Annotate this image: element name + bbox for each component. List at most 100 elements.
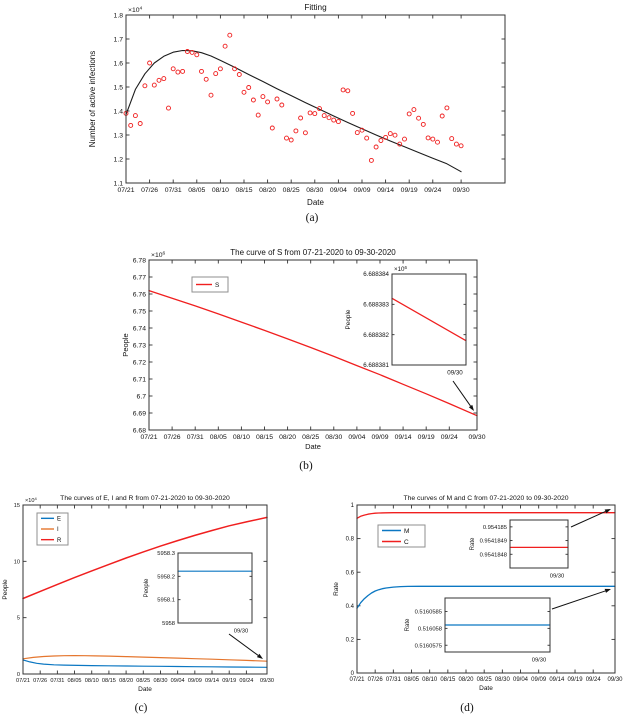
axes-frame (444, 597, 551, 653)
data-point-marker (354, 130, 360, 136)
y-axis-label: Rate (333, 582, 340, 596)
x-tick-label: 08/30 (306, 187, 323, 194)
data-point-marker (425, 135, 431, 141)
data-point-marker (373, 144, 379, 150)
data-point-marker (458, 143, 464, 149)
data-point-marker (222, 43, 228, 49)
x-tick-label: 07/26 (141, 187, 158, 194)
x-tick-label: 09/30 (468, 434, 485, 441)
y-tick-label: 6.74 (133, 325, 146, 332)
x-tick-label: 07/26 (368, 677, 384, 683)
data-point-marker (444, 105, 450, 111)
x-tick-label: 09/04 (171, 678, 185, 684)
ticks: 07/21 07/26 07/31 08/05 08/10 08/15 08/20 08/25… (114, 12, 505, 194)
data-point-marker (175, 69, 181, 75)
x-tick-label: 08/15 (256, 434, 273, 441)
x-tick-label: 07/26 (33, 678, 47, 684)
legend-box (377, 524, 426, 548)
y-tick-label: 0.516058 (418, 626, 442, 632)
inset-d-zoom-M: 0.5160575 0.516058 0.5160585 09/30 Rate (405, 597, 551, 663)
x-tick-label: 08/20 (279, 434, 296, 441)
y-tick-label: 0.5160585 (415, 610, 442, 616)
x-tick-label: 08/30 (495, 677, 511, 683)
x-tick-label: 08/25 (283, 187, 300, 194)
x-tick-label: 09/09 (531, 677, 547, 683)
x-tick-label: 09/09 (371, 434, 388, 441)
x-tick-label: 08/10 (85, 678, 99, 684)
data-line (356, 585, 616, 609)
series-C (356, 512, 616, 519)
caption-a: (a) (305, 212, 319, 224)
data-point-marker (132, 113, 138, 119)
axes-frame (22, 504, 268, 675)
data-point-marker (142, 83, 148, 89)
y-tick-label: 5958.1 (157, 598, 175, 604)
data-line (22, 516, 268, 600)
inset-x-tick-label: 09/30 (234, 628, 249, 634)
data-point-marker (194, 52, 200, 58)
caption-c: (c) (134, 702, 148, 714)
legend-label: C (404, 539, 409, 546)
y-tick-label: 6.7 (137, 393, 147, 400)
data-point-marker (368, 157, 374, 163)
subplot-c: 07/21 07/26 07/31 08/05 08/10 08/15 08/20 08/25… (2, 495, 274, 693)
data-line (22, 659, 268, 668)
series-S-zoom (391, 297, 467, 342)
y-axis-label: People (121, 333, 130, 356)
data-point-marker (232, 66, 238, 72)
data-point-marker (364, 135, 370, 141)
data-point-marker (378, 138, 384, 143)
legend: MC (377, 524, 426, 548)
data-point-marker (189, 49, 195, 55)
data-point-marker (302, 130, 308, 136)
data-point-marker (250, 97, 256, 103)
x-tick-label: 07/31 (165, 187, 182, 194)
caption-d: (d) (460, 702, 474, 714)
inset-c-zoom: 5958 5958.1 5958.2 5958.3 09/30 People (144, 551, 253, 634)
legend-label: M (404, 528, 409, 535)
x-axis-label: Date (307, 198, 324, 207)
y-tick-label: 10 (14, 559, 20, 565)
y-axis-label: Rate (470, 537, 476, 550)
y-tick-label: 6.71 (133, 376, 146, 383)
x-tick-label: 07/21 (117, 187, 134, 194)
data-point-marker (331, 117, 337, 123)
x-tick-label: 09/04 (513, 677, 529, 683)
axes-frame (356, 504, 616, 674)
x-tick-label: 08/30 (325, 434, 342, 441)
y-tick-label: 6.75 (133, 308, 146, 315)
x-tick-label: 09/14 (205, 678, 219, 684)
data-point-marker (406, 111, 412, 117)
data-point-marker (312, 111, 318, 117)
plot-background (178, 553, 252, 623)
x-tick-label: 09/14 (395, 434, 412, 441)
inset-b-zoom: 6.688381 6.688382 6.688383 6.688384 09/30 Peo… (345, 265, 467, 377)
x-tick-label: 08/20 (259, 187, 276, 194)
data-point-marker (397, 141, 403, 147)
y-tick-label: 6.688383 (363, 302, 389, 309)
x-tick-label: 07/21 (349, 677, 365, 683)
x-tick-label: 08/25 (302, 434, 319, 441)
x-tick-label: 08/15 (102, 678, 116, 684)
x-tick-label: 08/20 (119, 678, 133, 684)
data-point-marker (420, 121, 426, 127)
data-point-marker (166, 105, 171, 111)
legend: EIR (36, 512, 69, 546)
x-tick-label: 09/09 (353, 187, 370, 194)
series-M (356, 585, 616, 609)
y-axis-label: People (144, 578, 150, 597)
data-point-marker (293, 128, 299, 134)
plot-background (510, 520, 568, 568)
y-axis-exponent: ×104 (128, 6, 143, 14)
data-point-marker (241, 89, 247, 95)
chart-title: Fitting (304, 3, 327, 12)
y-tick-label: 0 (351, 671, 355, 677)
y-tick-label: 0 (17, 672, 20, 678)
x-tick-label: 08/30 (153, 678, 167, 684)
x-tick-label: 08/15 (440, 677, 456, 683)
y-tick-label: 1 (351, 503, 355, 509)
x-tick-label: 08/25 (136, 678, 150, 684)
x-tick-label: 09/24 (424, 187, 441, 194)
subplot-a: 07/21 07/26 07/31 08/05 08/10 08/15 08/20 08/25… (88, 3, 506, 207)
y-tick-label: 6.73 (133, 342, 146, 349)
